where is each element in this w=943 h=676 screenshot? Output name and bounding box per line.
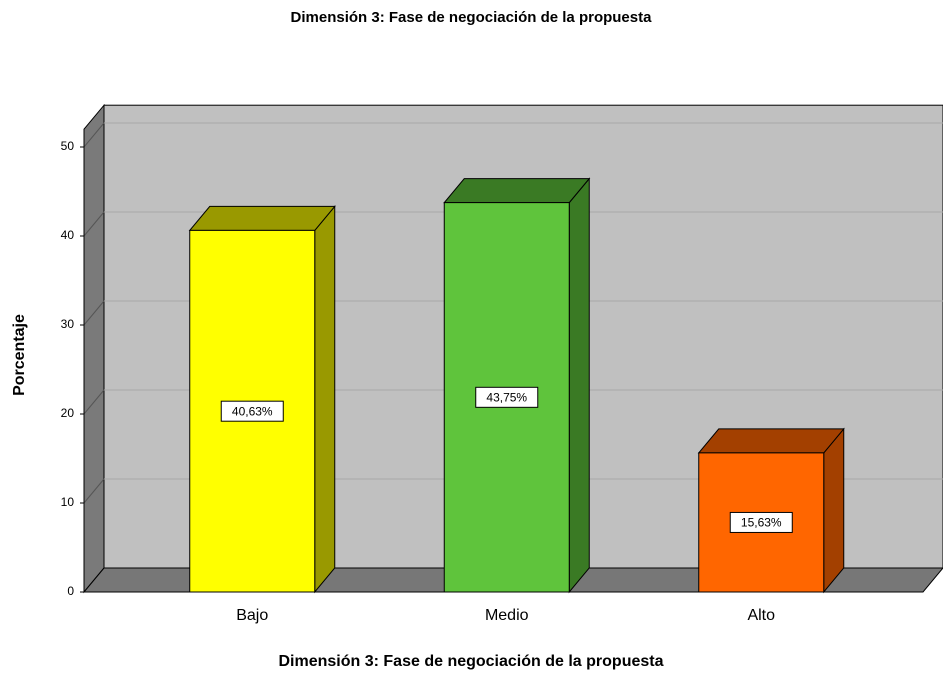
- value-label-box: [475, 386, 539, 408]
- x-tick-label: Bajo: [236, 607, 268, 624]
- x-tick-label: Medio: [485, 607, 529, 624]
- y-tick-label: 40: [61, 228, 75, 242]
- y-tick-label: 20: [61, 406, 75, 420]
- value-label-box: [220, 400, 284, 422]
- grid-line: [83, 389, 105, 415]
- side-wall: [83, 103, 105, 594]
- bar-side: [568, 177, 590, 594]
- y-axis-title: Porcentaje: [11, 314, 28, 396]
- y-tick-label: 30: [61, 317, 75, 331]
- y-tick-label: 10: [61, 495, 75, 509]
- value-label: 15,63%: [741, 516, 782, 530]
- grid-line: [83, 300, 105, 326]
- y-tick-label: 50: [61, 139, 75, 153]
- value-label: 40,63%: [232, 404, 273, 418]
- grid-line: [83, 478, 105, 504]
- y-tick-label: 0: [67, 584, 74, 598]
- chart-title: Dimensión 3: Fase de negociación de la p…: [291, 9, 653, 26]
- grid-line: [83, 211, 105, 237]
- grid-line: [83, 122, 105, 148]
- bar-top: [443, 178, 591, 204]
- value-label: 43,75%: [486, 390, 527, 404]
- value-label-box: [729, 511, 793, 533]
- bar-top: [697, 428, 845, 454]
- bar-side: [823, 427, 845, 594]
- bar-top: [188, 205, 336, 231]
- x-axis-title: Dimensión 3: Fase de negociación de la p…: [279, 653, 664, 670]
- bar-side: [314, 205, 336, 594]
- x-tick-label: Alto: [747, 607, 775, 624]
